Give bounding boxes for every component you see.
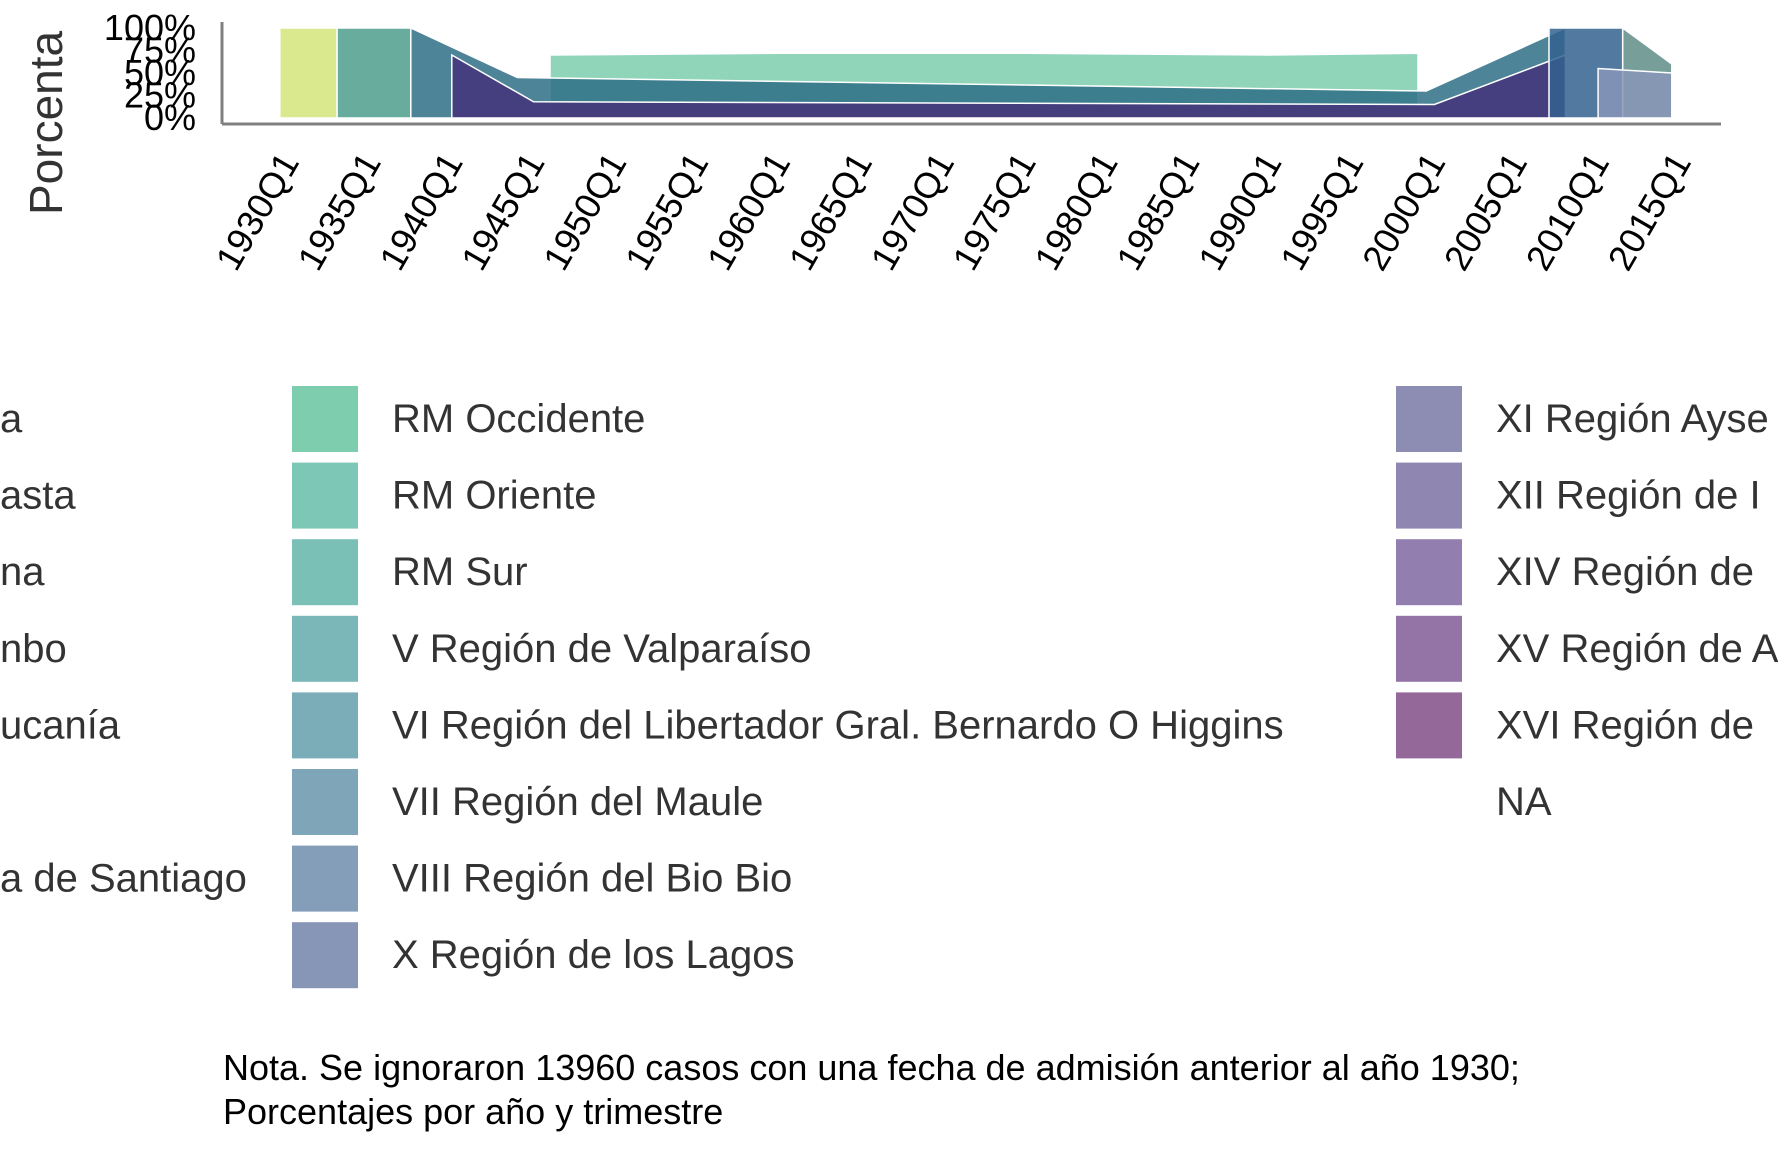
legend-label: VIII Región del Bio Bio: [392, 857, 792, 901]
y-axis-title: Porcenta: [20, 30, 72, 215]
legend-swatch: [1396, 462, 1462, 529]
legend-swatch: [292, 845, 358, 912]
legend-label: NA: [1496, 780, 1552, 824]
legend-label: a de Santiago: [0, 857, 247, 901]
legend-swatch: [1396, 386, 1462, 452]
legend-swatch: [292, 692, 358, 759]
y-tick-label: 0%: [144, 97, 196, 138]
y-tick-label: 100%: [104, 7, 196, 48]
legend-label: ucanía: [0, 703, 121, 747]
legend-swatch: [1396, 692, 1462, 759]
legend-swatch: [1396, 539, 1462, 606]
legend-label: asta: [0, 474, 76, 518]
legend-label: XVI Región de: [1496, 703, 1754, 747]
legend-swatch: [292, 539, 358, 606]
legend-label: X Región de los Lagos: [392, 933, 795, 977]
area-series-2: [336, 27, 412, 119]
plot-area: [279, 26, 1673, 119]
legend-label: RM Occidente: [392, 397, 645, 441]
legend-label: V Región de Valparaíso: [392, 627, 812, 671]
note-line-2: Porcentajes por año y trimestre: [223, 1091, 723, 1132]
y-tick-label: 75%: [124, 30, 196, 71]
legend-label: nbo: [0, 627, 67, 671]
legend-swatch: [292, 769, 358, 835]
legend: a asta na nbo ucanía a de Santiago RM Occident…: [0, 386, 1778, 989]
legend-label: VII Región del Maule: [392, 780, 763, 824]
legend-label: XI Región Ayse: [1496, 397, 1769, 441]
legend-swatch: [292, 615, 358, 682]
legend-swatch: [1396, 615, 1462, 682]
legend-label: na: [0, 550, 45, 594]
legend-label: RM Oriente: [392, 474, 597, 518]
legend-label: a: [0, 397, 23, 441]
legend-label: XV Región de A: [1496, 627, 1778, 671]
legend-label: XIV Región de: [1496, 550, 1754, 594]
note-line-1: Nota. Se ignoraron 13960 casos con una f…: [223, 1047, 1520, 1088]
legend-label: VI Región del Libertador Gral. Bernardo …: [392, 703, 1284, 747]
y-tick-label: 50%: [124, 52, 196, 93]
legend-swatch: [292, 922, 358, 989]
legend-swatch: [292, 462, 358, 529]
legend-swatch: [292, 386, 358, 452]
legend-label: RM Sur: [392, 550, 528, 594]
area-series-8: [1597, 67, 1673, 119]
area-series-1: [279, 27, 338, 119]
y-tick-label: 25%: [124, 75, 196, 116]
legend-label: XII Región de I: [1496, 474, 1761, 518]
y-tick-labels: 0%25%50%75%100%: [104, 7, 196, 138]
x-tick-labels: 1930Q11935Q11940Q11945Q11950Q11955Q11960…: [207, 146, 1699, 277]
